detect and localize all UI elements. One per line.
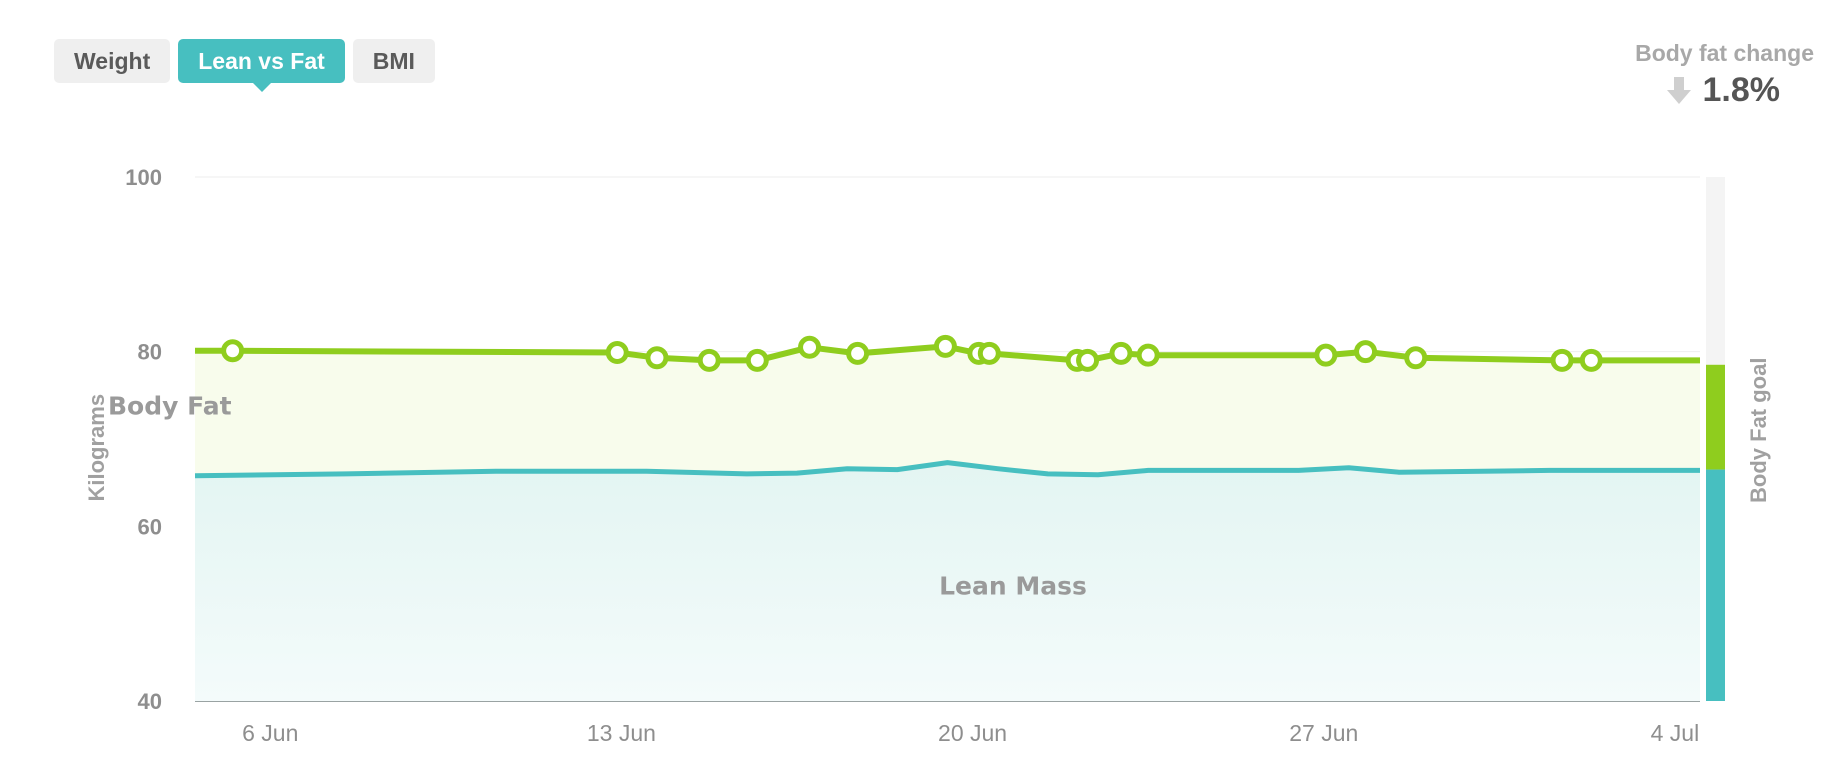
tab-lean-vs-fat[interactable]: Lean vs Fat <box>178 39 345 92</box>
x-tick-label: 4 Jul <box>1651 720 1700 746</box>
goal-axis-title: Body Fat goal <box>1746 358 1771 503</box>
body-fat-point <box>1579 348 1603 372</box>
body-fat-change-title: Body fat change <box>1635 40 1814 66</box>
tab-bmi[interactable]: BMI <box>352 39 435 83</box>
body-fat-point <box>221 339 245 363</box>
lean-mass-area-label: Lean Mass <box>939 571 1087 600</box>
body-fat-point <box>1354 340 1378 364</box>
goal-track <box>1706 177 1725 365</box>
body-fat-point <box>645 346 669 370</box>
arrow-down-icon <box>1666 76 1691 104</box>
body-fat-point <box>745 348 769 372</box>
body-fat-change-row: 1.8% <box>1635 71 1814 110</box>
y-tick-label: 100 <box>125 165 162 190</box>
body-fat-point <box>1314 343 1338 367</box>
body-fat-change-value: 1.8% <box>1702 71 1781 109</box>
body-fat-change-summary: Body fat change 1.8% <box>1635 40 1814 110</box>
body-fat-point <box>846 341 870 365</box>
chart-view-tabs: Weight Lean vs Fat BMI <box>54 39 435 92</box>
goal-lean-segment <box>1706 469 1725 701</box>
body-fat-line <box>195 343 1700 364</box>
body-fat-point <box>1404 346 1428 370</box>
y-tick-label: 40 <box>138 689 162 714</box>
body-fat-point <box>933 334 957 358</box>
active-tab-pointer <box>252 83 271 92</box>
x-tick-label: 27 Jun <box>1289 720 1358 746</box>
body-fat-point <box>1076 348 1100 372</box>
body-fat-point <box>605 341 629 365</box>
y-tick-label: 60 <box>138 514 162 539</box>
x-tick-label: 13 Jun <box>587 720 656 746</box>
tab-weight[interactable]: Weight <box>54 39 171 83</box>
lean-mass-area <box>195 462 1700 701</box>
body-fat-point <box>977 341 1001 365</box>
body-fat-area <box>195 346 1700 476</box>
body-fat-point <box>798 335 822 359</box>
x-tick-label: 6 Jun <box>242 720 298 746</box>
goal-fat-segment <box>1706 364 1725 470</box>
body-fat-area-label: Body Fat <box>108 392 232 421</box>
body-fat-point <box>1136 343 1160 367</box>
y-tick-label: 80 <box>138 340 162 365</box>
body-fat-point <box>1109 341 1133 365</box>
x-tick-label: 20 Jun <box>938 720 1007 746</box>
lean-mass-line <box>194 460 1700 479</box>
tab-weight-label: Weight <box>74 48 151 74</box>
body-fat-point <box>697 348 721 372</box>
tab-bmi-label: BMI <box>372 48 415 74</box>
tab-lean-vs-fat-label: Lean vs Fat <box>198 48 325 74</box>
y-axis-title: Kilograms <box>84 394 109 502</box>
body-fat-point <box>1550 348 1574 372</box>
